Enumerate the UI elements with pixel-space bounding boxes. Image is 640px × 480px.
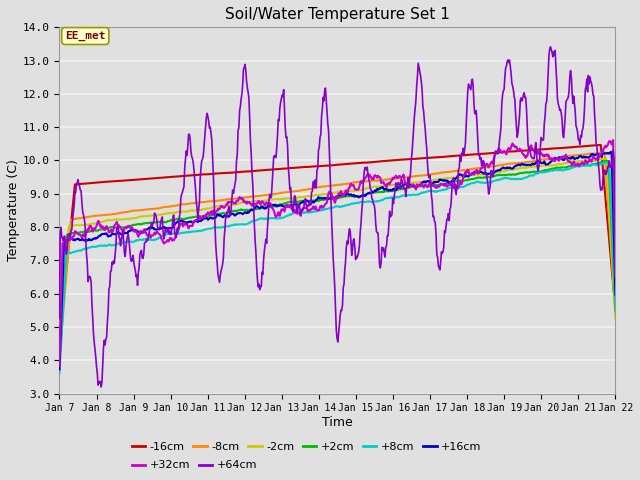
Text: EE_met: EE_met bbox=[65, 31, 106, 41]
Y-axis label: Temperature (C): Temperature (C) bbox=[7, 159, 20, 262]
Legend: +32cm, +64cm: +32cm, +64cm bbox=[132, 460, 257, 470]
X-axis label: Time: Time bbox=[322, 416, 353, 429]
Title: Soil/Water Temperature Set 1: Soil/Water Temperature Set 1 bbox=[225, 7, 450, 22]
